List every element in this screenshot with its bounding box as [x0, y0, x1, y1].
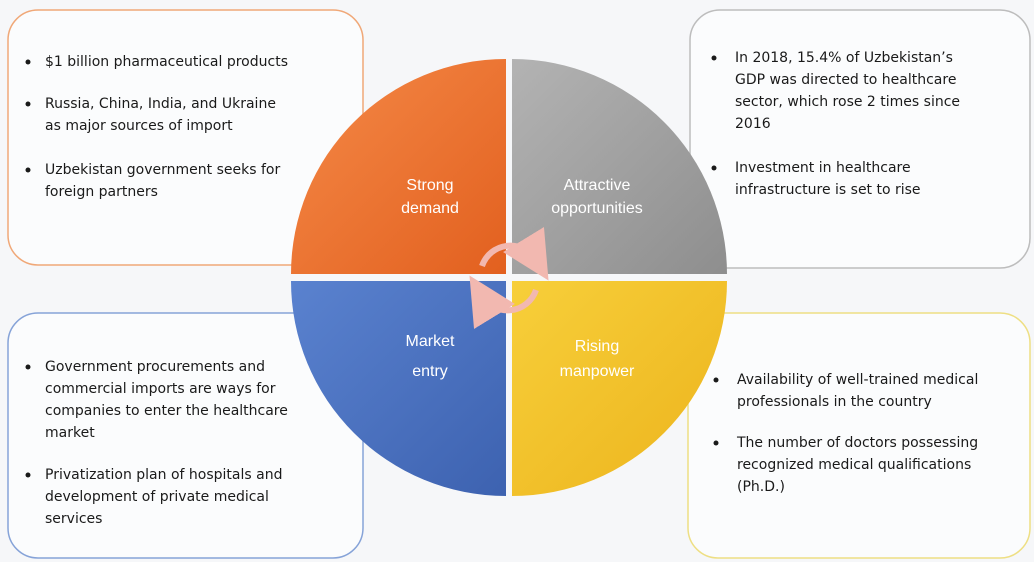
quadrant-label: Strong	[406, 177, 453, 194]
bullet-text: Privatization plan of hospitals and	[45, 467, 282, 483]
bullet-text: commercial imports are ways for	[45, 381, 276, 397]
bullet-text: foreign partners	[45, 184, 158, 200]
bullet-text: services	[45, 511, 102, 527]
quadrant-label: opportunities	[551, 200, 643, 217]
bullet-text: Uzbekistan government seeks for	[45, 162, 280, 178]
quadrant-market-entry	[291, 281, 506, 496]
bullet-text: $1 billion pharmaceutical products	[45, 54, 288, 70]
bullet-text: Russia, China, India, and Ukraine	[45, 96, 276, 112]
quadrant-rising-manpower	[512, 281, 727, 496]
cycle-circle	[291, 59, 727, 496]
bullet-text: sector, which rose 2 times since	[735, 94, 960, 110]
bullet-text: In 2018, 15.4% of Uzbekistan’s	[735, 50, 953, 66]
bullet-dot	[713, 377, 719, 383]
bullet-text: 2016	[735, 116, 771, 132]
bullet-dot	[25, 59, 31, 65]
bullet-text: as major sources of import	[45, 118, 233, 134]
bullet-dot	[25, 167, 31, 173]
text-box	[687, 312, 1031, 559]
bullet-dot	[711, 165, 717, 171]
cycle-arrow	[469, 275, 539, 330]
quadrant-label: manpower	[560, 363, 635, 380]
quadrant-label: Attractive	[564, 177, 631, 194]
bullet-text: infrastructure is set to rise	[735, 182, 921, 198]
bullet-text: professionals in the country	[737, 394, 932, 410]
bullet-dot	[25, 364, 31, 370]
bullet-text: GDP was directed to healthcare	[735, 72, 956, 88]
bullet-dot	[25, 472, 31, 478]
bullet-dot	[25, 101, 31, 107]
quadrant-label: Market	[406, 333, 455, 350]
bullet-text: Government procurements and	[45, 359, 265, 375]
quadrant-label: demand	[401, 200, 459, 217]
bullet-text: Availability of well-trained medical	[737, 372, 978, 388]
bullet-text: market	[45, 425, 95, 441]
quadrant-strong-demand	[291, 59, 506, 274]
quadrant-label: entry	[412, 363, 448, 380]
quadrant-label: Rising	[575, 338, 619, 355]
quadrant-attractive-opportunities	[512, 59, 727, 274]
bullet-text: Investment in healthcare	[735, 160, 911, 176]
bullet-text: development of private medical	[45, 489, 269, 505]
bullet-text: (Ph.D.)	[737, 479, 785, 495]
bullet-dot	[713, 440, 719, 446]
text-boxes	[7, 9, 1031, 559]
text-box	[689, 9, 1031, 269]
bullet-text: recognized medical qualifications	[737, 457, 971, 473]
cycle-arrow	[479, 226, 549, 281]
texts: Strong demand $1 billion pharmaceutical pr…	[25, 50, 978, 527]
bullet-text: companies to enter the healthcare	[45, 403, 288, 419]
bullet-dot	[711, 55, 717, 61]
bullet-text: The number of doctors possessing	[736, 435, 978, 451]
